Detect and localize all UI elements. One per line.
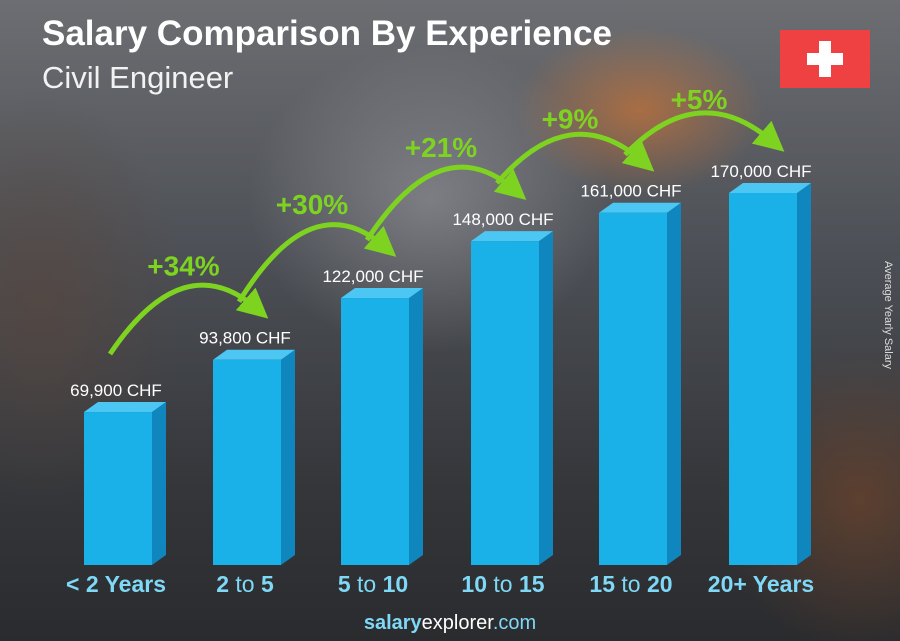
change-label: +21% bbox=[405, 132, 477, 163]
bar bbox=[213, 349, 295, 565]
change-arrow bbox=[495, 131, 655, 185]
category-label: < 2 Years bbox=[66, 571, 166, 597]
bar bbox=[729, 183, 811, 565]
change-arrow bbox=[623, 110, 785, 157]
bar bbox=[471, 231, 553, 565]
category-label: 20+ Years bbox=[707, 571, 815, 597]
category-label: 2 to 5 bbox=[216, 571, 274, 597]
category-label: 10 to 15 bbox=[461, 571, 545, 597]
chart-subtitle: Civil Engineer bbox=[42, 60, 234, 95]
change-arrow bbox=[236, 222, 397, 304]
value-label: 148,000 CHF bbox=[452, 210, 553, 229]
brand-salary: salary bbox=[363, 612, 422, 634]
change-label: +9% bbox=[542, 104, 599, 135]
category-label: 5 to 10 bbox=[337, 571, 409, 597]
bar bbox=[341, 288, 423, 565]
value-label: 170,000 CHF bbox=[710, 162, 811, 181]
change-label: +30% bbox=[276, 189, 348, 220]
change-arrow bbox=[364, 164, 527, 242]
value-label: 69,900 CHF bbox=[70, 381, 162, 400]
brand-tld: .com bbox=[492, 612, 537, 634]
footer-brand[interactable]: salaryexplorer.com bbox=[364, 612, 536, 635]
brand-explorer: explorer bbox=[421, 612, 493, 634]
change-label: +5% bbox=[671, 84, 728, 115]
value-label: 161,000 CHF bbox=[580, 182, 681, 201]
bar bbox=[84, 402, 166, 565]
bar bbox=[599, 202, 681, 565]
category-label: 15 to 20 bbox=[589, 571, 673, 597]
value-label: 122,000 CHF bbox=[322, 267, 423, 286]
change-arrow bbox=[107, 282, 269, 356]
value-label: 93,800 CHF bbox=[199, 329, 291, 348]
swiss-flag-icon bbox=[780, 30, 870, 88]
chart-title: Salary Comparison By Experience bbox=[42, 14, 612, 53]
change-label: +34% bbox=[147, 251, 219, 282]
